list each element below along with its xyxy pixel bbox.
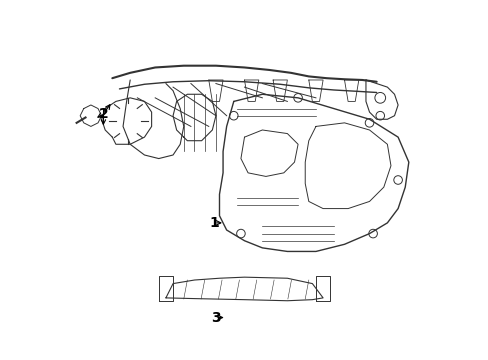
Text: 2: 2 bbox=[98, 107, 108, 121]
Text: 3: 3 bbox=[211, 311, 220, 324]
Text: 1: 1 bbox=[209, 216, 219, 230]
